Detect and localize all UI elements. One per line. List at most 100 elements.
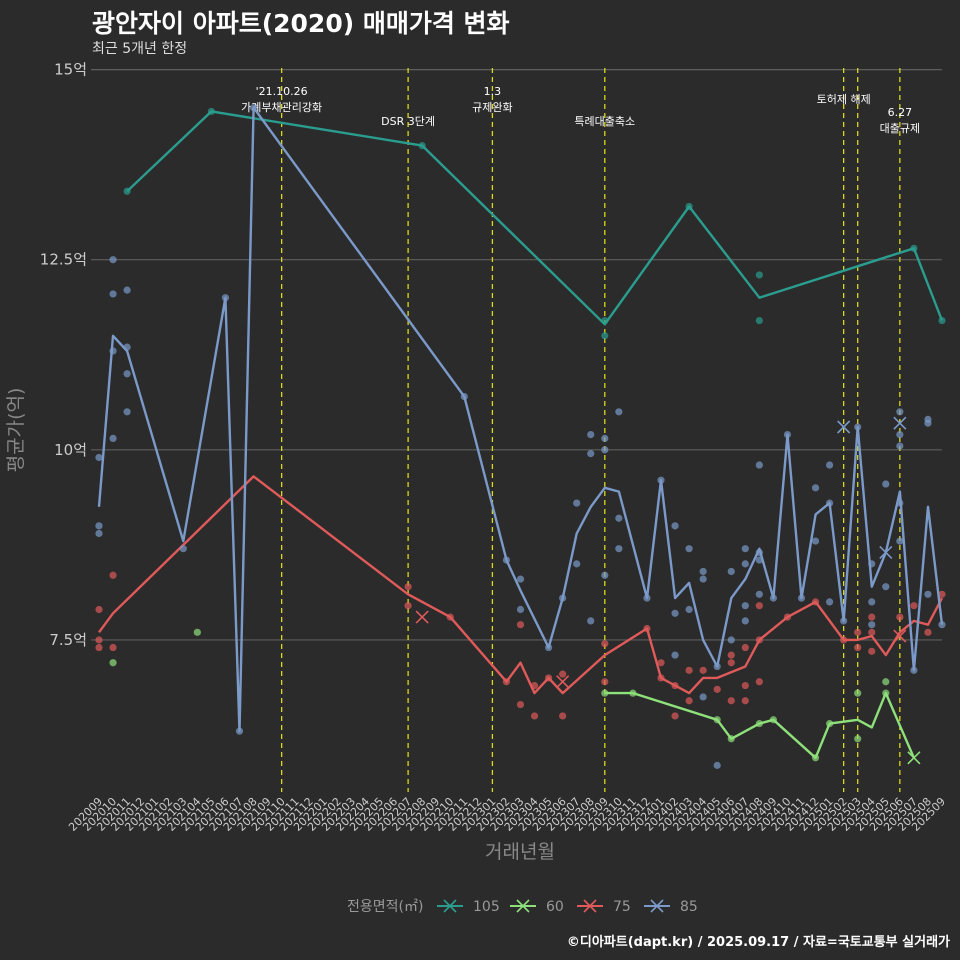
series-layer bbox=[95, 104, 946, 769]
chart-title: 광안자이 아파트(2020) 매매가격 변화 bbox=[92, 9, 510, 38]
data-point bbox=[868, 647, 876, 655]
y-tick-label: 7.5억 bbox=[49, 631, 87, 649]
data-point bbox=[882, 480, 890, 488]
data-point bbox=[868, 598, 876, 606]
data-point bbox=[727, 659, 735, 667]
source-caption: ©디아파트(dapt.kr) / 2025.09.17 / 자료=국토교통부 실… bbox=[566, 935, 950, 950]
data-point bbox=[657, 659, 665, 667]
data-point bbox=[699, 693, 707, 701]
data-point bbox=[811, 484, 820, 492]
cross-marker bbox=[556, 675, 570, 689]
data-point bbox=[699, 567, 707, 576]
cross-marker bbox=[893, 416, 907, 430]
data-point bbox=[924, 419, 932, 427]
cross-marker bbox=[415, 610, 429, 624]
data-point bbox=[95, 453, 103, 462]
y-axis-title: 평균가(억) bbox=[5, 388, 27, 473]
legend-marker bbox=[583, 899, 597, 913]
data-point bbox=[516, 605, 525, 614]
event-label: 토허제 해제 bbox=[817, 92, 871, 106]
data-point bbox=[826, 598, 834, 606]
data-point bbox=[671, 651, 679, 659]
data-point bbox=[95, 605, 103, 614]
series-75 bbox=[95, 475, 946, 720]
event-label: 규제완화 bbox=[472, 101, 512, 114]
y-tick-label: 12.5억 bbox=[40, 251, 87, 269]
data-point bbox=[671, 609, 679, 617]
legend-marker bbox=[650, 899, 664, 913]
legend-label-60: 60 bbox=[546, 899, 564, 915]
data-point bbox=[924, 590, 932, 598]
data-point bbox=[699, 575, 707, 583]
data-point bbox=[179, 545, 187, 553]
data-point bbox=[615, 408, 623, 416]
data-point bbox=[741, 617, 749, 625]
data-point bbox=[938, 590, 946, 598]
data-point bbox=[516, 575, 525, 583]
legend-title: 전용면적(㎡) bbox=[347, 899, 423, 915]
x-axis-title: 거래년월 bbox=[485, 841, 555, 863]
data-point bbox=[123, 408, 131, 416]
data-point bbox=[896, 431, 904, 439]
cross-marker bbox=[893, 629, 907, 643]
event-lines bbox=[280, 68, 901, 792]
data-point bbox=[404, 602, 412, 610]
cross-marker bbox=[837, 420, 851, 434]
legend-label-105: 105 bbox=[473, 899, 500, 915]
data-point bbox=[896, 442, 904, 450]
legend: 전용면적(㎡) 105 60 75 85 bbox=[347, 899, 698, 915]
series-line bbox=[126, 110, 944, 326]
data-point bbox=[95, 529, 103, 538]
data-point bbox=[924, 628, 932, 636]
data-point bbox=[727, 567, 735, 576]
cross-marker bbox=[879, 545, 893, 560]
data-point bbox=[671, 712, 679, 720]
data-point bbox=[601, 332, 609, 340]
data-point bbox=[601, 571, 609, 579]
data-point bbox=[882, 583, 890, 591]
data-point bbox=[882, 678, 890, 686]
data-point bbox=[601, 678, 609, 686]
data-point bbox=[404, 583, 412, 591]
series-60 bbox=[109, 628, 921, 765]
event-label: '21.10.26 bbox=[256, 85, 308, 98]
event-label: DSR 3단계 bbox=[381, 115, 435, 128]
data-point bbox=[868, 621, 876, 629]
data-point bbox=[601, 640, 609, 648]
data-point bbox=[587, 450, 595, 458]
data-point bbox=[685, 666, 693, 674]
data-point bbox=[755, 461, 763, 469]
data-point bbox=[854, 735, 862, 743]
data-point bbox=[741, 681, 749, 690]
data-point bbox=[826, 461, 834, 469]
data-point bbox=[573, 560, 581, 568]
cross-marker bbox=[907, 751, 921, 765]
data-point bbox=[741, 602, 749, 610]
data-point bbox=[516, 621, 525, 629]
data-point bbox=[755, 271, 763, 279]
chart-subtitle: 최근 5개년 한정 bbox=[92, 41, 188, 57]
data-point bbox=[109, 571, 117, 579]
data-point bbox=[896, 408, 904, 416]
legend-label-85: 85 bbox=[680, 899, 698, 915]
data-point bbox=[727, 651, 735, 659]
data-point bbox=[516, 700, 525, 709]
data-point bbox=[938, 621, 946, 629]
data-point bbox=[896, 613, 904, 621]
data-point bbox=[685, 545, 693, 553]
event-label: 6.27 bbox=[888, 106, 913, 119]
data-point bbox=[755, 602, 763, 610]
data-point bbox=[685, 605, 693, 614]
data-point bbox=[587, 617, 595, 625]
event-label: 1.3 bbox=[484, 85, 502, 98]
data-point bbox=[95, 636, 103, 644]
data-point bbox=[741, 545, 749, 553]
data-point bbox=[854, 689, 862, 697]
data-point bbox=[811, 537, 820, 545]
data-point bbox=[559, 712, 567, 720]
data-point bbox=[615, 545, 623, 553]
data-point bbox=[559, 670, 567, 678]
y-axis-ticks: 7.5억 10억 12.5억 15억 bbox=[40, 61, 87, 649]
